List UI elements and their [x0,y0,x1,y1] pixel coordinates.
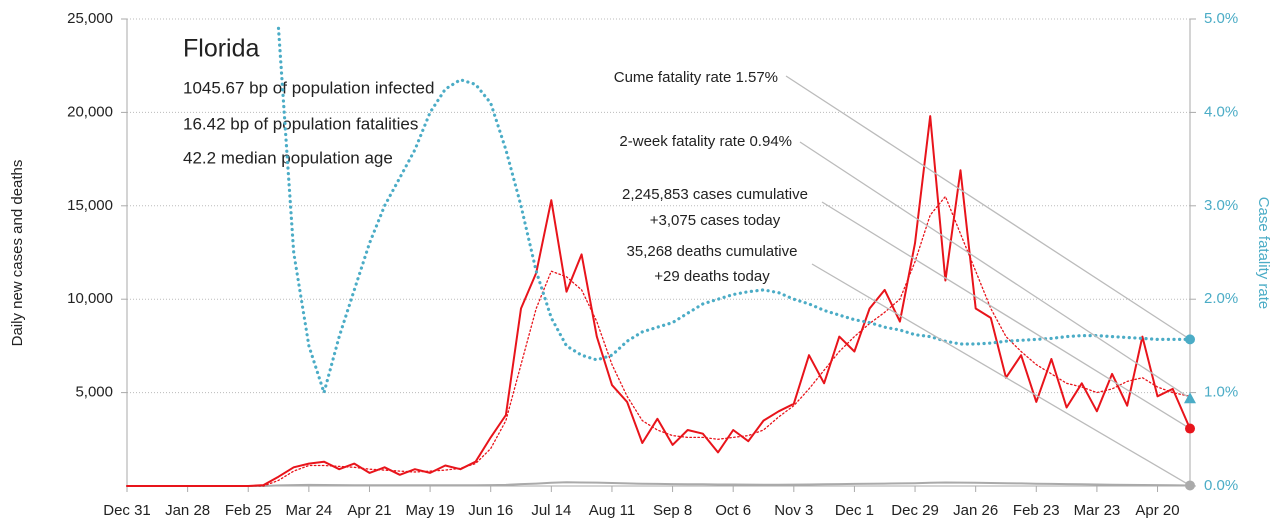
y2-tick-label: 3.0% [1204,197,1238,214]
y-tick-label: 20,000 [67,103,113,120]
leader-line [785,75,1191,340]
x-tick-label: Jul 14 [531,502,571,519]
y-tick-label: 15,000 [67,197,113,214]
x-tick-label: Dec 1 [835,502,874,519]
x-tick-label: Dec 31 [103,502,151,519]
y2-tick-label: 0.0% [1204,477,1238,494]
end-marker [1185,334,1195,345]
y-tick-label: 5,000 [75,384,113,401]
y2-tick-label: 5.0% [1204,10,1238,27]
x-tick-label: Apr 21 [347,502,391,519]
leader-line [821,201,1191,430]
end-marker [1184,392,1196,404]
subtitle: 1045.67 bp of population infected [183,78,434,97]
end-marker [1185,423,1195,434]
x-tick-label: Feb 23 [1013,502,1060,519]
chart-title: Florida [183,35,260,63]
leader-line [799,141,1191,399]
y2-tick-label: 1.0% [1204,384,1238,401]
series-line [126,195,1191,487]
x-tick-label: Aug 11 [589,502,635,519]
annotation: +29 deaths today [654,268,770,285]
x-tick-label: Jun 16 [468,502,513,519]
y-tick-label: 10,000 [67,290,113,307]
x-tick-label: Jan 26 [953,502,998,519]
x-tick-label: Oct 6 [715,502,751,519]
y2-axis-title: Case fatality rate [1255,197,1272,310]
x-tick-label: Apr 20 [1135,502,1179,519]
y-tick-label: 25,000 [67,10,113,27]
y2-tick-label: 2.0% [1204,290,1238,307]
y2-tick-label: 4.0% [1204,103,1238,120]
x-tick-label: Nov 3 [774,502,813,519]
x-tick-label: Mar 24 [286,502,333,519]
annotation: +3,075 cases today [650,212,781,229]
x-tick-label: May 19 [405,502,454,519]
series-line [126,115,1191,487]
series-line [126,481,1191,487]
x-tick-label: Mar 23 [1074,502,1121,519]
x-tick-label: Jan 28 [165,502,210,519]
x-tick-label: Sep 8 [653,502,692,519]
end-marker [1185,480,1195,491]
x-tick-label: Dec 29 [891,502,939,519]
annotation: Cume fatality rate 1.57% [614,69,778,86]
y-axis-title: Daily new cases and deaths [9,160,26,347]
annotation: 2-week fatality rate 0.94% [619,133,792,150]
annotation: 35,268 deaths cumulative [627,243,798,260]
subtitle: 16.42 bp of population fatalities [183,114,418,133]
annotation: 2,245,853 cases cumulative [622,186,808,203]
leader-line [811,263,1191,487]
x-tick-label: Feb 25 [225,502,272,519]
